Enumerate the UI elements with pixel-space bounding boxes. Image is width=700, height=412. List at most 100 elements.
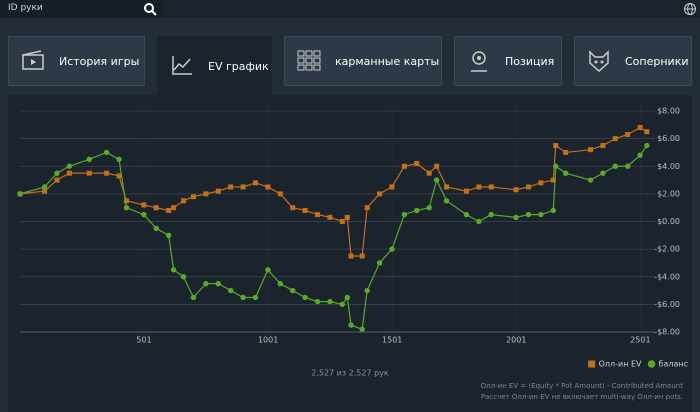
point	[538, 211, 544, 218]
tab-label: Соперники	[625, 54, 689, 68]
point	[86, 170, 92, 176]
point	[54, 170, 60, 176]
point	[476, 218, 482, 225]
point	[290, 287, 296, 294]
search-placeholder: ID руки	[8, 3, 43, 13]
point	[240, 294, 246, 301]
point	[141, 202, 147, 208]
point	[116, 173, 122, 179]
point	[171, 205, 177, 211]
tab-icon	[172, 56, 192, 75]
point	[17, 191, 23, 197]
point	[553, 163, 559, 169]
point	[123, 198, 129, 204]
tab-label: Позиция	[505, 54, 555, 68]
point	[302, 207, 308, 213]
point	[587, 147, 593, 153]
point	[181, 198, 187, 204]
point	[364, 287, 370, 294]
point	[553, 143, 559, 149]
point	[426, 204, 432, 211]
point	[463, 211, 470, 218]
search-input[interactable]: ID руки	[0, 0, 162, 18]
legend-label: Олл-ин EV	[599, 360, 642, 369]
point	[525, 184, 531, 190]
footnote: Олл-ин EV = (Equity * Pot Amount) - Cont…	[481, 382, 684, 390]
point	[587, 177, 594, 183]
point	[103, 149, 110, 156]
point	[327, 214, 333, 220]
point	[550, 177, 556, 183]
point	[414, 207, 420, 214]
point	[41, 184, 48, 190]
x-tick-label: 2501	[630, 336, 650, 345]
point	[376, 260, 383, 266]
point	[277, 280, 284, 287]
y-tick-label: $4.00	[657, 162, 680, 171]
point	[401, 163, 407, 169]
tab[interactable]: История игры	[8, 36, 145, 86]
point	[203, 280, 209, 287]
point	[153, 205, 159, 211]
tab-label: История игры	[59, 54, 140, 68]
point	[348, 253, 354, 259]
point	[66, 170, 72, 176]
point	[600, 143, 606, 149]
top-bar: ID руки	[0, 0, 700, 18]
hand-count: 2,527 из 2,527 рук	[311, 369, 389, 378]
point	[348, 322, 354, 328]
search-icon[interactable]	[143, 2, 157, 16]
point	[414, 160, 420, 166]
point	[265, 267, 271, 273]
point	[513, 187, 519, 193]
point	[389, 246, 395, 252]
point	[339, 219, 345, 224]
point	[625, 163, 631, 169]
tab-label: карманные карты	[335, 54, 440, 68]
point	[433, 177, 440, 183]
point	[389, 184, 395, 190]
point	[463, 188, 469, 194]
point	[240, 184, 246, 190]
point	[302, 294, 308, 301]
tab[interactable]: Соперники	[574, 36, 692, 86]
point	[215, 280, 221, 287]
language-icon[interactable]	[683, 2, 697, 16]
point	[180, 274, 187, 280]
footnote: Рассчет Олл-ин EV не включает multi-way …	[481, 393, 683, 401]
point	[426, 170, 432, 176]
point	[476, 184, 482, 190]
point	[153, 225, 159, 232]
point	[525, 211, 532, 218]
point	[166, 207, 172, 213]
x-tick-label: 1501	[382, 336, 402, 345]
point	[562, 170, 569, 176]
tab[interactable]: EV график	[157, 36, 272, 96]
point	[203, 191, 209, 197]
point	[637, 152, 643, 158]
point	[344, 214, 350, 220]
y-tick-label: -$6.00	[654, 300, 680, 309]
tab[interactable]: карманные карты	[284, 36, 442, 86]
point	[228, 184, 234, 190]
point	[444, 184, 450, 190]
point	[339, 301, 346, 308]
point	[314, 298, 321, 305]
point	[359, 253, 365, 259]
tab-icon	[22, 50, 44, 70]
chart-panel: $8.00 $6.00 $4.00 $2.00 $0.00 -$2.00 -$4.00 -$6…	[8, 95, 692, 412]
point	[190, 294, 197, 301]
point	[434, 163, 440, 169]
tab-label: EV график	[208, 59, 269, 73]
point	[315, 212, 321, 218]
point	[513, 214, 519, 221]
legend-marker	[647, 360, 656, 368]
point	[637, 125, 643, 131]
point	[359, 326, 365, 332]
y-tick-label: -$4.00	[654, 272, 680, 281]
tab[interactable]: Позиция	[454, 36, 562, 86]
series-line	[19, 126, 648, 257]
point	[170, 267, 177, 273]
point	[252, 294, 259, 301]
point	[141, 211, 147, 218]
